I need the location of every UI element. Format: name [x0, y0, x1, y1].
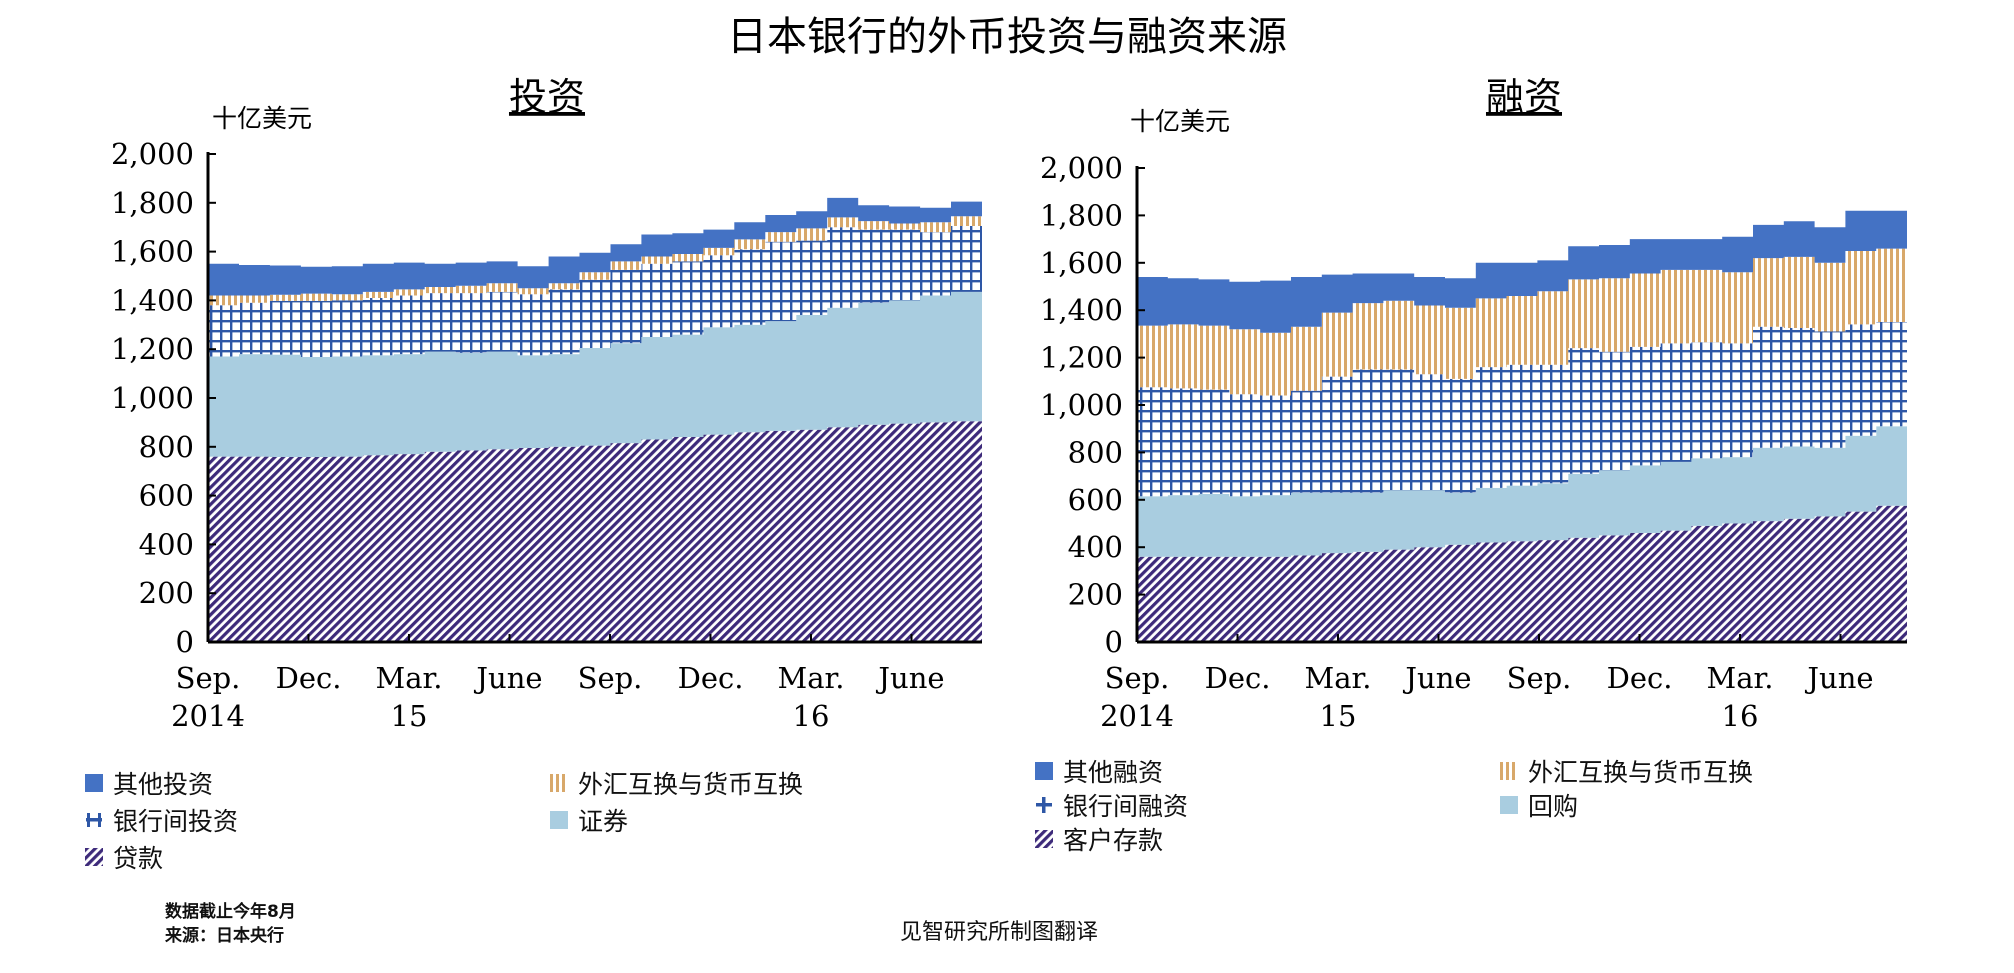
legend-swatch [550, 811, 568, 829]
footnote-source: 来源：日本央行 [165, 926, 284, 946]
footnote: 数据截止今年8月 来源：日本央行 [165, 900, 296, 948]
y-tick-label: 2,000 [1040, 151, 1123, 185]
legend-label: 证券 [578, 807, 629, 836]
y-tick-label: 1,600 [111, 235, 194, 269]
financing-chart: 融资 十亿美元 0 200 400 600 800 1,000 1,200 1,400 1,60… [1040, 75, 1907, 733]
x-tick-label: June [473, 661, 542, 695]
investment-chart: 投资 十亿美元 0 200 400 600 800 1,000 1,200 1,400 1,60… [111, 75, 982, 733]
legend-item: 银行间投资 [85, 802, 238, 838]
x-tick-label: Mar. [1707, 661, 1774, 695]
legend-label: 银行间融资 [1063, 792, 1189, 821]
y-tick-label: 400 [139, 527, 194, 561]
y-tick-label: 1,400 [111, 283, 194, 317]
legend-label: 回购 [1528, 792, 1579, 821]
legend-swatch [86, 813, 102, 827]
legend-label: 客户存款 [1063, 826, 1164, 855]
legend-swatch [1035, 762, 1053, 780]
y-tick-label: 800 [1068, 435, 1123, 469]
footnote-date: 数据截止今年8月 [165, 902, 296, 922]
legend-label: 外汇互换与货币互换 [1528, 758, 1754, 787]
x-tick-label: June [875, 661, 944, 695]
legend-label: 贷款 [113, 844, 164, 873]
x-tick-label: Dec. [1205, 661, 1271, 695]
x-tick-label: June [1402, 661, 1471, 695]
page-title: 日本银行的外币投资与融资来源 [727, 14, 1287, 60]
x-tick-label: Mar. [1305, 661, 1372, 695]
y-tick-label: 1,800 [1040, 198, 1123, 232]
legend-swatch [1036, 797, 1052, 813]
y-tick-label: 200 [139, 576, 194, 610]
legend-item: 外汇互换与货币互换 [550, 765, 803, 801]
y-tick-label: 600 [139, 479, 194, 513]
y-tick-label: 1,000 [1040, 388, 1123, 422]
x-tick-year-label: 16 [793, 699, 830, 733]
legend-item: 客户存款 [1035, 821, 1163, 857]
y-tick-label: 1,200 [1040, 341, 1123, 375]
area-series-2 [208, 226, 982, 357]
x-tick-year-label: 15 [391, 699, 428, 733]
x-tick-label: Sep. [578, 661, 643, 695]
y-tick-label: 0 [176, 625, 194, 659]
x-tick-label: Sep. [176, 661, 241, 695]
y-tick-label: 0 [1105, 625, 1123, 659]
chart-title: 融资 [1486, 75, 1562, 119]
legend-item: 回购 [1500, 787, 1578, 823]
legend-swatch [1500, 796, 1518, 814]
legend-swatch [1035, 830, 1053, 848]
y-tick-label: 1,200 [111, 332, 194, 366]
y-tick-label: 2,000 [111, 137, 194, 171]
x-tick-label: Sep. [1105, 661, 1170, 695]
chart-title: 投资 [509, 75, 585, 119]
legend-item: 其他融资 [1035, 753, 1163, 789]
legend-swatch [1500, 762, 1518, 780]
x-tick-label: Dec. [1607, 661, 1673, 695]
y-tick-label: 800 [139, 430, 194, 464]
legend-item: 外汇互换与货币互换 [1500, 753, 1753, 789]
area-series-2 [1137, 322, 1907, 497]
x-tick-label: June [1804, 661, 1873, 695]
legend-label: 其他投资 [113, 770, 214, 799]
x-tick-year-label: 2014 [1100, 699, 1174, 733]
x-tick-label: Dec. [678, 661, 744, 695]
area-series-0 [208, 421, 982, 642]
y-tick-label: 400 [1068, 530, 1123, 564]
legend-swatch [85, 774, 103, 792]
area-series-1 [1137, 426, 1907, 557]
area-series-3 [1137, 248, 1907, 396]
legend-label: 其他融资 [1063, 758, 1164, 787]
legend-item: 其他投资 [85, 765, 213, 801]
y-tick-label: 200 [1068, 578, 1123, 612]
y-tick-label: 1,000 [111, 381, 194, 415]
legend-item: 贷款 [85, 839, 163, 875]
legend-item: 银行间融资 [1035, 787, 1188, 823]
y-tick-label: 1,600 [1040, 246, 1123, 280]
x-tick-year-label: 15 [1320, 699, 1357, 733]
x-tick-label: Mar. [376, 661, 443, 695]
x-tick-label: Mar. [778, 661, 845, 695]
area-series-4 [1137, 210, 1907, 333]
x-tick-year-label: 2014 [171, 699, 245, 733]
legend-item: 证券 [550, 802, 628, 838]
area-series-0 [1137, 505, 1907, 642]
legend-swatch [85, 848, 103, 866]
y-axis-unit: 十亿美元 [1130, 107, 1230, 136]
x-tick-label: Dec. [276, 661, 342, 695]
x-tick-year-label: 16 [1722, 699, 1759, 733]
y-tick-label: 1,800 [111, 186, 194, 220]
x-tick-label: Sep. [1507, 661, 1572, 695]
legend-label: 外汇互换与货币互换 [578, 770, 804, 799]
credit-text: 见智研究所制图翻译 [900, 920, 1099, 945]
area-series-3 [208, 216, 982, 306]
y-tick-label: 600 [1068, 483, 1123, 517]
legend-label: 银行间投资 [113, 807, 239, 836]
area-series-1 [208, 291, 982, 457]
y-tick-label: 1,400 [1040, 293, 1123, 327]
area-series-4 [208, 197, 982, 296]
legend-swatch [550, 774, 568, 792]
y-axis-unit: 十亿美元 [212, 104, 312, 133]
